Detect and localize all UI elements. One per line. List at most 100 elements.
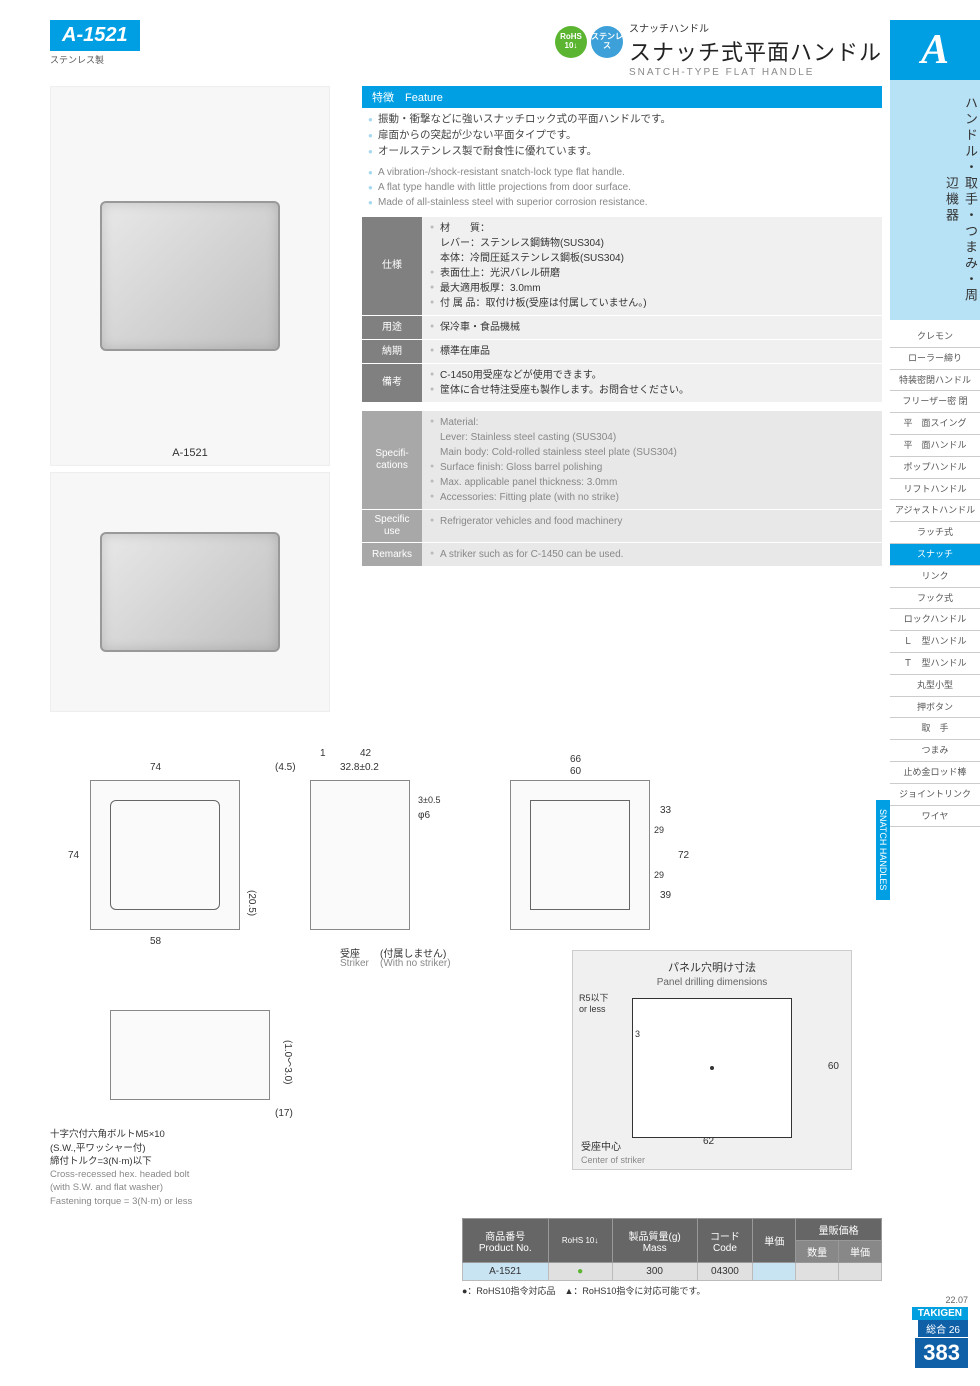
spec-item: Material: Lever: Stainless steel casting… — [430, 415, 874, 460]
specs-en: Specifi- cationsMaterial: Lever: Stainle… — [362, 410, 882, 566]
bolt-jp1: 十字穴付六角ボルトM5×10 — [50, 1128, 192, 1141]
spec-content: 保冷車・食品機械 — [422, 316, 882, 339]
panel-center-en: Center of striker — [581, 1155, 645, 1165]
feature-list-en: A vibration-/shock-resistant snatch-lock… — [362, 165, 882, 210]
spec-item: 最大適用板厚：3.0mm — [430, 281, 874, 296]
footer-page: 383 — [915, 1338, 968, 1368]
dim-58: 58 — [150, 936, 161, 947]
sidebar-item[interactable]: リンク — [890, 566, 980, 588]
feature-item: 扉面からの突起が少ない平面タイプです。 — [368, 128, 882, 144]
dim-74w: 74 — [150, 762, 161, 773]
sidebar-item[interactable]: スナッチ — [890, 544, 980, 566]
th-bulk: 量販価格 — [796, 1219, 882, 1241]
sidebar-item[interactable]: ジョイントリンク — [890, 784, 980, 806]
sidebar-item[interactable]: ローラー締り — [890, 348, 980, 370]
dim-1: 1 — [320, 748, 326, 759]
title-jp: スナッチ式平面ハンドル — [629, 35, 882, 67]
sidebar-item[interactable]: アジャストハンドル — [890, 500, 980, 522]
technical-drawings: 74 74 58 (20.5) (4.5) 1 42 32.8±0.2 φ6 3… — [50, 748, 882, 1208]
sidebar-item[interactable]: クレモン — [890, 326, 980, 348]
dim-60: 60 — [570, 766, 581, 777]
dim-205: (20.5) — [246, 890, 257, 916]
photo-label: A-1521 — [172, 447, 207, 459]
sidebar-item[interactable]: フック式 — [890, 588, 980, 610]
spec-item: Max. applicable panel thickness: 3.0mm — [430, 475, 874, 490]
sidebar-item[interactable]: ポップハンドル — [890, 457, 980, 479]
sidebar-item[interactable]: 平 面ハンドル — [890, 435, 980, 457]
spec-item: 保冷車・食品機械 — [430, 320, 874, 335]
category-small: スナッチハンドル — [629, 20, 882, 35]
product-material: ステンレス製 — [50, 53, 140, 66]
td-price — [753, 1263, 796, 1281]
dim-29b: 29 — [654, 870, 664, 880]
panel-62: 62 — [703, 1136, 714, 1147]
footer-date: 22.07 — [912, 1295, 968, 1305]
panel-title-en: Panel drilling dimensions — [581, 977, 843, 988]
panel-title-jp: パネル穴明け寸法 — [581, 959, 843, 975]
sidebar-category: ハンドル・取手・つまみ・周辺機器 — [890, 80, 980, 320]
specs-jp: 仕様材 質： レバー：ステンレス鋼鋳物(SUS304) 本体：冷間圧延ステンレス… — [362, 216, 882, 402]
bolt-jp3: 締付トルク=3(N·m)以下 — [50, 1155, 192, 1168]
footer: 22.07 TAKIGEN 総合 26 383 — [912, 1295, 968, 1368]
product-photo: A-1521 — [50, 86, 330, 466]
sidebar-letter: A — [890, 20, 980, 80]
sidebar-item[interactable]: 特装密閉ハンドル — [890, 370, 980, 392]
bolt-en3: Fastening torque = 3(N·m) or less — [50, 1195, 192, 1208]
dim-72: 72 — [678, 850, 689, 861]
sidebar-item[interactable]: 平 面スイング — [890, 413, 980, 435]
td-qty — [796, 1263, 839, 1281]
sidebar-item[interactable]: 丸型小型 — [890, 675, 980, 697]
sidebar-item[interactable]: フリーザー密 閉 — [890, 391, 980, 413]
panel-3: 3 — [635, 1029, 640, 1039]
th-code: コードCode — [697, 1219, 753, 1263]
bolt-jp2: (S.W.,平ワッシャー付) — [50, 1142, 192, 1155]
sidebar-item[interactable]: Ｌ 型ハンドル — [890, 631, 980, 653]
feature-item-en: A flat type handle with little projectio… — [368, 180, 882, 195]
dim-42: 42 — [360, 748, 371, 759]
dim-66: 66 — [570, 754, 581, 765]
sidebar: A ハンドル・取手・つまみ・周辺機器 クレモンローラー締り特装密閉ハンドルフリー… — [890, 0, 980, 1386]
striker-note-en: (With no striker) — [380, 958, 451, 969]
dim-phi6: φ6 — [418, 810, 430, 821]
snatch-handles-label: SNATCH HANDLES — [876, 800, 890, 900]
panel-60: 60 — [828, 1061, 839, 1072]
striker-en: Striker — [340, 958, 369, 969]
dim-45: (4.5) — [275, 762, 296, 773]
spec-item: Accessories: Fitting plate (with no stri… — [430, 490, 874, 505]
dim-3tol: 3±0.5 — [418, 795, 440, 805]
dim-39: 39 — [660, 890, 671, 901]
spec-content: Refrigerator vehicles and food machinery — [422, 510, 882, 542]
td-code: 04300 — [697, 1263, 753, 1281]
sidebar-item[interactable]: リフトハンドル — [890, 479, 980, 501]
feature-list-jp: 振動・衝撃などに強いスナッチロック式の平面ハンドルです。扉面からの突起が少ない平… — [362, 112, 882, 159]
spec-label: Specific use — [362, 510, 422, 542]
spec-label: 納期 — [362, 340, 422, 363]
sidebar-item[interactable]: Ｔ 型ハンドル — [890, 653, 980, 675]
spec-item: Surface finish: Gloss barrel polishing — [430, 460, 874, 475]
spec-item: 標準在庫品 — [430, 344, 874, 359]
sidebar-list: クレモンローラー締り特装密閉ハンドルフリーザー密 閉平 面スイング平 面ハンドル… — [890, 326, 980, 827]
sidebar-item[interactable]: 止め金ロッド棒 — [890, 762, 980, 784]
th-price: 単価 — [753, 1219, 796, 1263]
title-texts: スナッチハンドル スナッチ式平面ハンドル SNATCH-TYPE FLAT HA… — [629, 20, 882, 78]
sidebar-item[interactable]: ロックハンドル — [890, 609, 980, 631]
dim-thick: (1.0～3.0) — [280, 1040, 295, 1084]
spec-item: 付 属 品：取付け板(受座は付属していません。) — [430, 296, 874, 311]
rohs-note: ●：RoHS10指令対応品 ▲：RoHS10指令に対応可能です。 — [462, 1284, 882, 1297]
spec-label: Specifi- cations — [362, 411, 422, 509]
spec-content: 標準在庫品 — [422, 340, 882, 363]
sidebar-item[interactable]: つまみ — [890, 740, 980, 762]
th-pn: 商品番号Product No. — [463, 1219, 549, 1263]
table-row: A-1521 ● 300 04300 — [463, 1263, 882, 1281]
spec-item: 材 質： レバー：ステンレス鋼鋳物(SUS304) 本体：冷間圧延ステンレス鋼板… — [430, 221, 874, 266]
sidebar-item[interactable]: ワイヤ — [890, 806, 980, 828]
spec-content: 材 質： レバー：ステンレス鋼鋳物(SUS304) 本体：冷間圧延ステンレス鋼板… — [422, 217, 882, 315]
spec-label: Remarks — [362, 543, 422, 566]
sidebar-item[interactable]: 取 手 — [890, 718, 980, 740]
spec-label: 仕様 — [362, 217, 422, 315]
sidebar-item[interactable]: ラッチ式 — [890, 522, 980, 544]
title-en: SNATCH-TYPE FLAT HANDLE — [629, 67, 882, 78]
dim-29a: 29 — [654, 825, 664, 835]
bolt-en2: (with S.W. and flat washer) — [50, 1181, 192, 1194]
sidebar-item[interactable]: 押ボタン — [890, 697, 980, 719]
